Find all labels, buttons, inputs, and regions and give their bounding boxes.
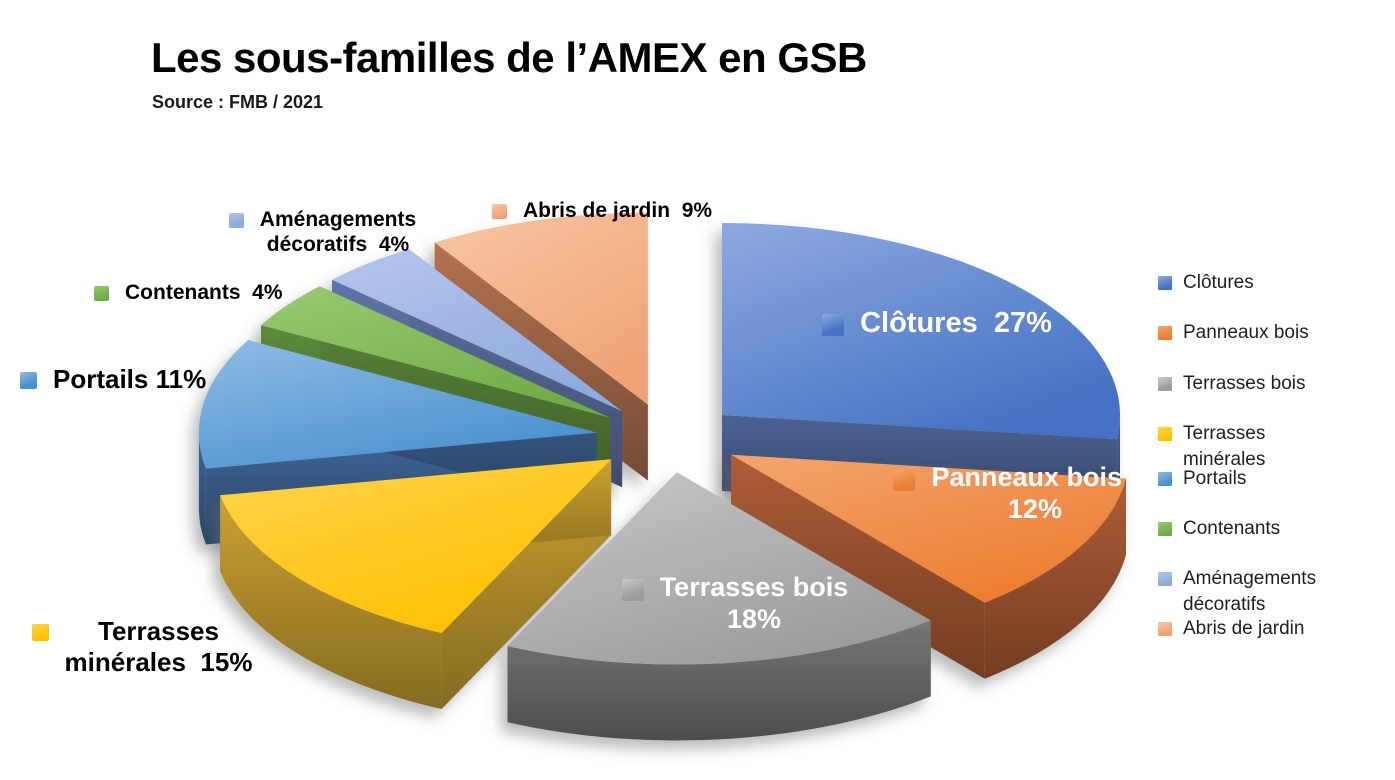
pie-label-terrasses-bois: Terrasses bois 18% bbox=[575, 572, 895, 636]
pie-slice-terrasses-minerales-top bbox=[220, 459, 612, 633]
pie-label-text-abris-de-jardin: Abris de jardin 9% bbox=[523, 199, 713, 222]
legend-swatch-icon-panneaux-bois bbox=[1158, 326, 1172, 340]
pie-label-clotures: Clôtures 27% bbox=[782, 306, 1092, 340]
pie-label-text-clotures: Clôtures 27% bbox=[860, 307, 1052, 339]
pie-label-contenants: Contenants 4% bbox=[94, 281, 283, 306]
legend-swatch-icon-terrasses-bois bbox=[1158, 377, 1172, 391]
pie-slice-terrasses-bois-rim bbox=[507, 620, 931, 741]
legend-label-terrasses-minerales: Terrasses minérales bbox=[1183, 423, 1266, 470]
terrasses-bois-label-marker-icon bbox=[621, 579, 644, 601]
pie-slice-clotures-top bbox=[722, 223, 1121, 440]
pie-slice-panneaux-bois bbox=[731, 454, 1126, 679]
legend-item-amenagements-decoratifs: Aménagements décoratifs bbox=[1158, 566, 1335, 618]
legend-swatch-icon-clotures bbox=[1158, 276, 1172, 290]
pie-slice-amenagements-decoratifs-top bbox=[332, 249, 623, 412]
pie-slice-terrasses-bois bbox=[507, 472, 931, 741]
legend-item-portails: Portails bbox=[1158, 466, 1335, 492]
pie-slice-portails-rim bbox=[198, 432, 206, 545]
abris-de-jardin-label-marker-icon bbox=[492, 204, 507, 219]
pie-slice-terrasses-minerales-rim bbox=[220, 495, 442, 709]
pie-slice-terrasses-minerales bbox=[220, 459, 612, 709]
pie-label-text-panneaux-bois: Panneaux bois ; 12% bbox=[931, 462, 1139, 524]
pie-slice-panneaux-bois-top bbox=[731, 454, 1126, 603]
legend-label-terrasses-bois: Terrasses bois bbox=[1183, 373, 1306, 394]
legend-swatch-icon-terrasses-minerales bbox=[1158, 427, 1172, 441]
pie-slice-portails-top bbox=[198, 340, 597, 469]
legend-item-contenants: Contenants bbox=[1158, 516, 1335, 542]
clotures-label-marker-icon bbox=[822, 314, 845, 336]
chart-source: Source : FMB / 2021 bbox=[152, 92, 324, 112]
terrasses-minerales-label-marker-icon bbox=[31, 624, 49, 641]
pie-label-text-portails: Portails 11% bbox=[53, 364, 207, 394]
pie-label-terrasses-minerales: Terrasses minérales 15% bbox=[14, 616, 270, 677]
legend-item-panneaux-bois: Panneaux bois bbox=[1158, 320, 1335, 346]
pie-slice-terrasses-bois-top bbox=[507, 472, 931, 665]
pie-slice-panneaux-bois-rim bbox=[984, 478, 1126, 679]
chart-title: Les sous-familles de l’AMEX en GSB bbox=[151, 34, 867, 81]
legend-swatch-icon-portails bbox=[1158, 472, 1172, 486]
pie-label-portails: Portails 11% bbox=[20, 364, 206, 395]
pie-slice-abris-de-jardin-top bbox=[434, 212, 648, 405]
portails-label-marker-icon bbox=[20, 372, 37, 389]
contenants-label-marker-icon bbox=[94, 286, 109, 301]
pie-label-text-contenants: Contenants 4% bbox=[125, 281, 283, 304]
legend-item-terrasses-minerales: Terrasses minérales bbox=[1158, 421, 1335, 473]
pie-label-text-amenagements-decoratifs: Aménagements décoratifs 4% bbox=[259, 208, 417, 256]
pie-label-text-terrasses-bois: Terrasses bois 18% bbox=[659, 572, 849, 634]
pie-label-panneaux-bois: Panneaux bois ; 12% bbox=[846, 462, 1186, 526]
legend-label-abris-de-jardin: Abris de jardin bbox=[1183, 618, 1305, 639]
pie-slice-contenants-top bbox=[261, 286, 610, 418]
amenagements-decoratifs-label-marker-icon bbox=[228, 213, 244, 228]
legend-item-clotures: Clôtures bbox=[1158, 270, 1335, 296]
legend-swatch-icon-contenants bbox=[1158, 522, 1172, 536]
legend-label-contenants: Contenants bbox=[1183, 518, 1281, 539]
legend-swatch-icon-abris-de-jardin bbox=[1158, 622, 1172, 636]
legend-label-panneaux-bois: Panneaux bois bbox=[1183, 322, 1309, 343]
legend-item-terrasses-bois: Terrasses bois bbox=[1158, 371, 1335, 397]
legend-swatch-icon-amenagements-decoratifs bbox=[1158, 572, 1172, 586]
legend-item-abris-de-jardin: Abris de jardin bbox=[1158, 616, 1335, 642]
pie-label-abris-de-jardin: Abris de jardin 9% bbox=[492, 199, 712, 224]
panneaux-bois-label-marker-icon bbox=[893, 469, 916, 491]
legend-label-clotures: Clôtures bbox=[1183, 272, 1254, 293]
legend-label-portails: Portails bbox=[1183, 468, 1247, 489]
pie-label-amenagements-decoratifs: Aménagements décoratifs 4% bbox=[205, 208, 440, 258]
legend-label-amenagements-decoratifs: Aménagements décoratifs bbox=[1183, 568, 1317, 615]
pie-label-text-terrasses-minerales: Terrasses minérales 15% bbox=[64, 616, 253, 677]
